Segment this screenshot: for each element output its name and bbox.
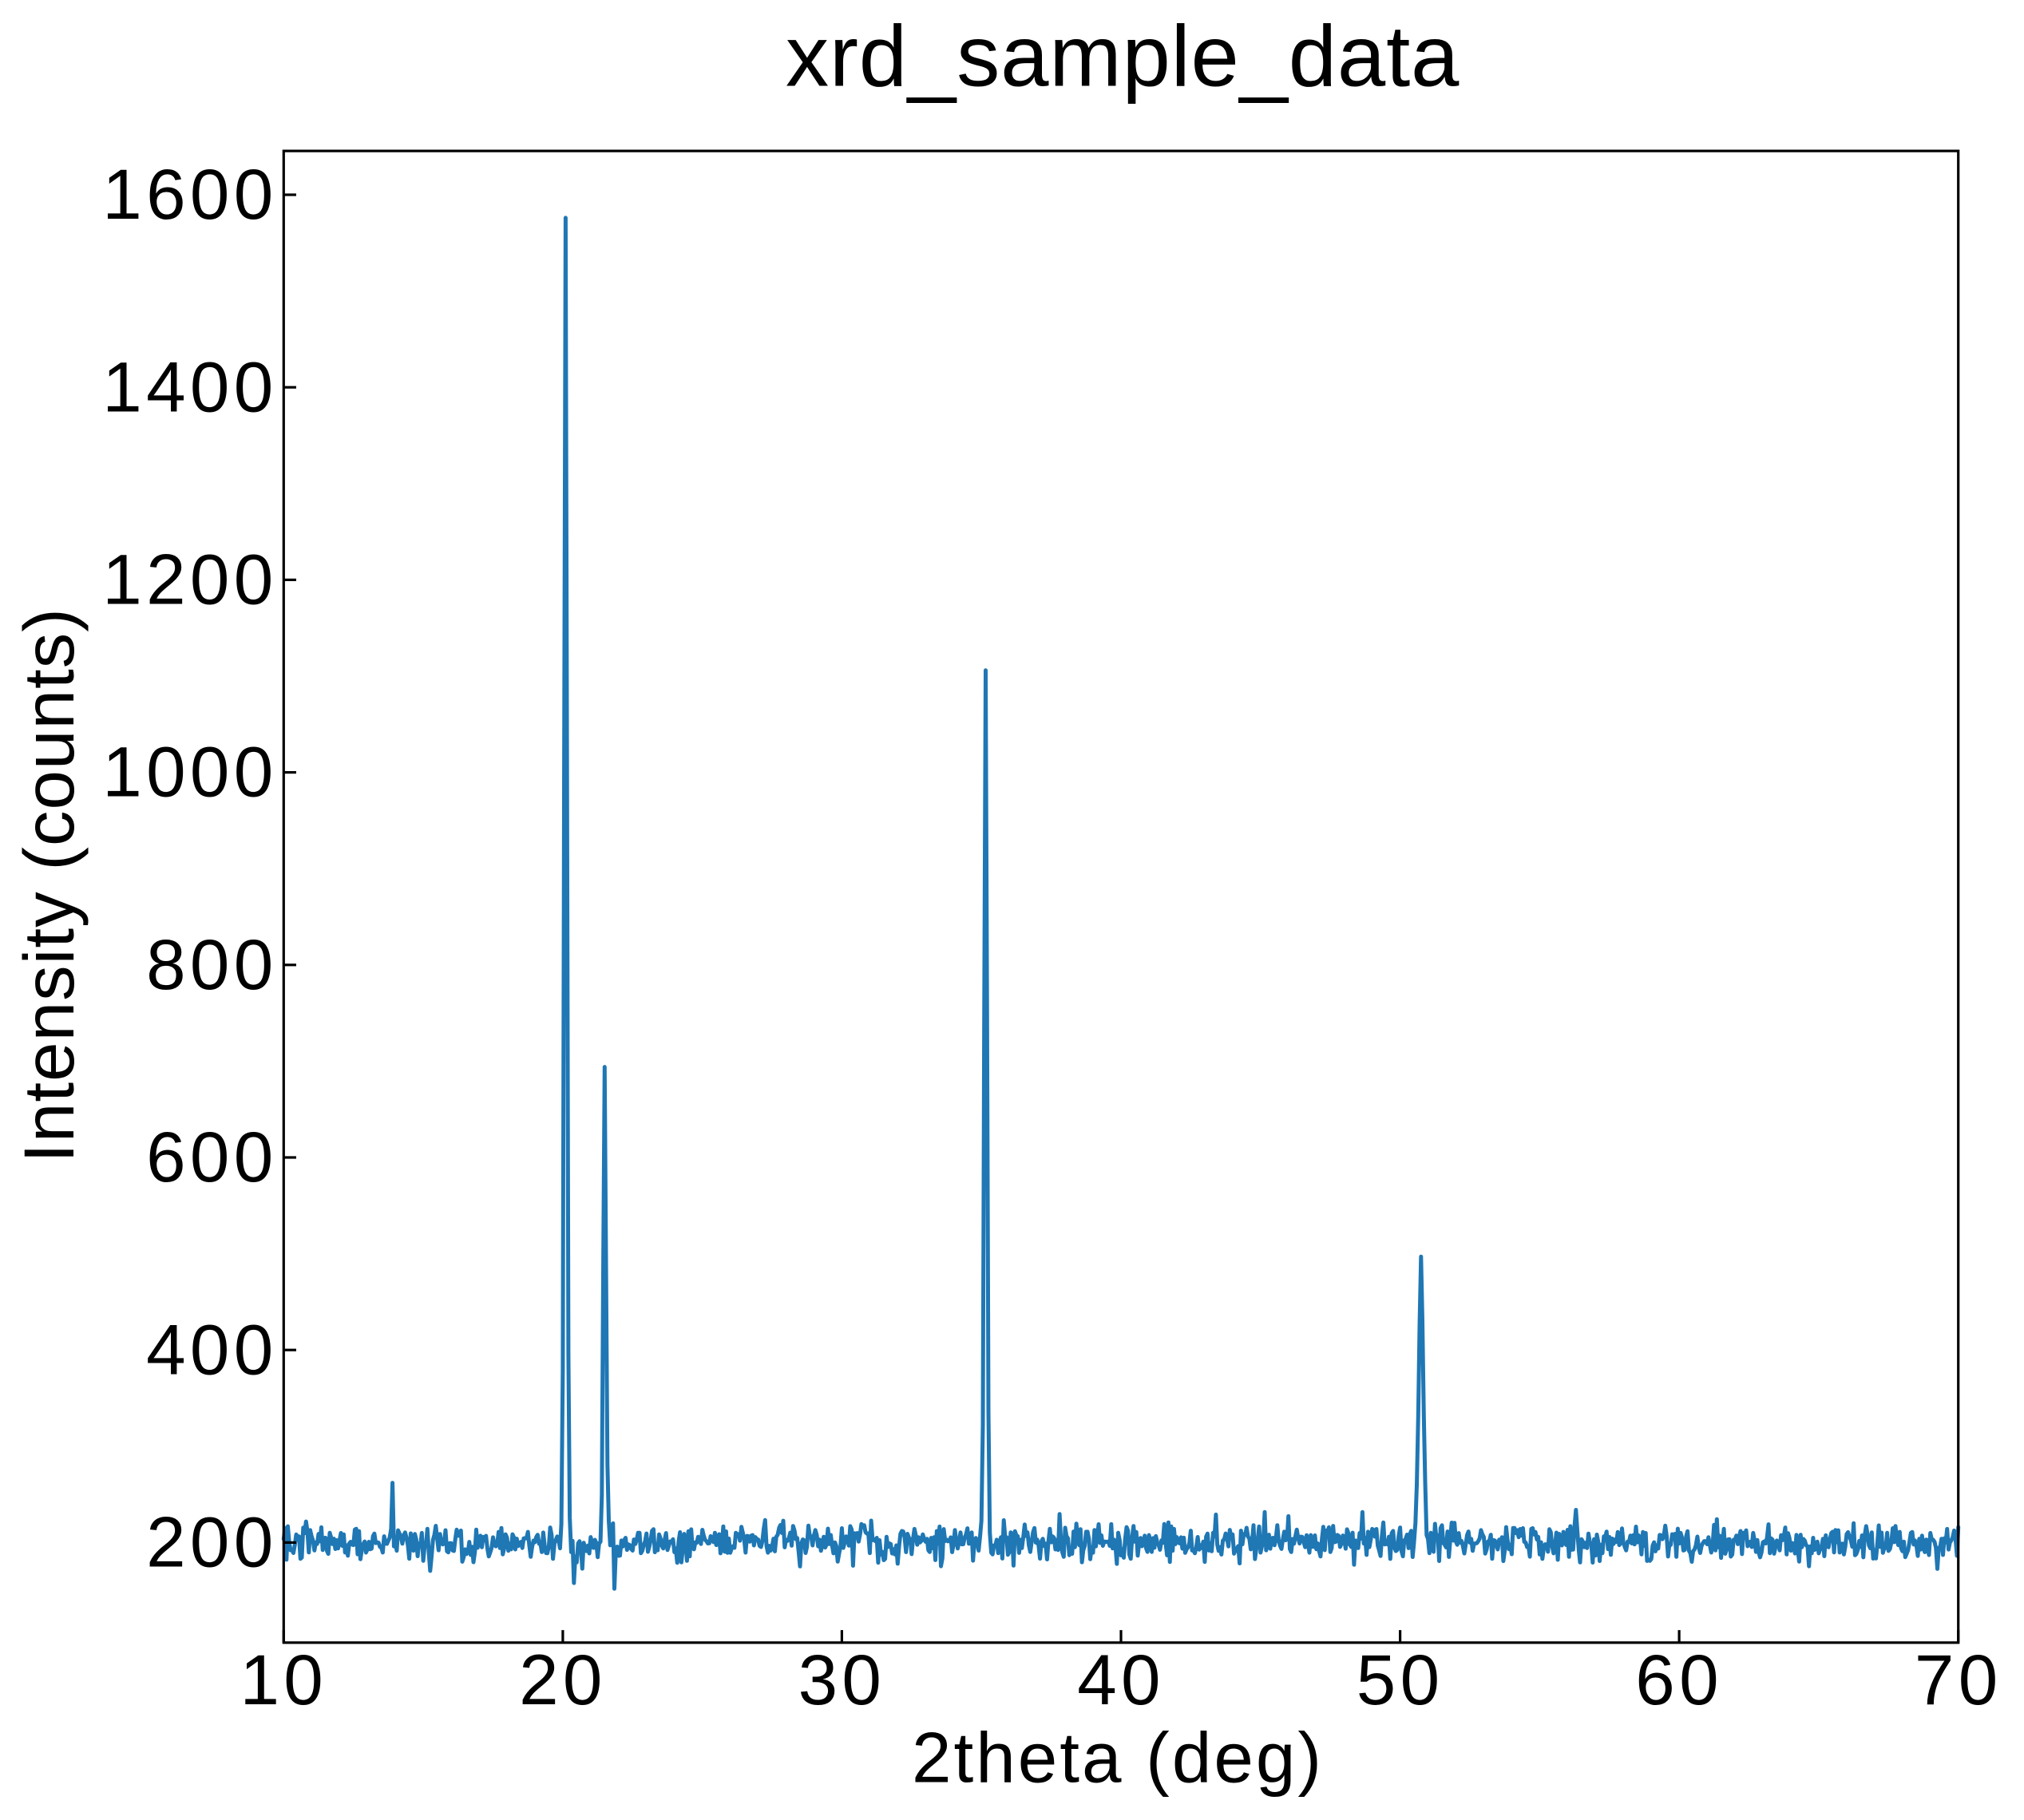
svg-text:60: 60 [1635,1640,1723,1719]
svg-text:1000: 1000 [102,732,277,812]
svg-text:1600: 1600 [102,154,277,234]
svg-text:1200: 1200 [102,540,277,619]
svg-text:1400: 1400 [102,346,277,426]
svg-text:200: 200 [146,1502,277,1582]
svg-text:30: 30 [798,1640,886,1719]
svg-text:10: 10 [240,1640,327,1719]
svg-text:600: 600 [146,1117,277,1197]
svg-text:40: 40 [1077,1640,1165,1719]
svg-text:Intensity (counts): Intensity (counts) [9,607,89,1163]
svg-text:400: 400 [146,1309,277,1389]
svg-text:50: 50 [1357,1640,1444,1719]
svg-text:2theta (deg): 2theta (deg) [912,1717,1324,1797]
svg-text:70: 70 [1915,1640,2002,1719]
svg-text:800: 800 [146,924,277,1004]
svg-text:20: 20 [519,1640,607,1719]
svg-text:xrd_sample_data: xrd_sample_data [786,8,1460,105]
